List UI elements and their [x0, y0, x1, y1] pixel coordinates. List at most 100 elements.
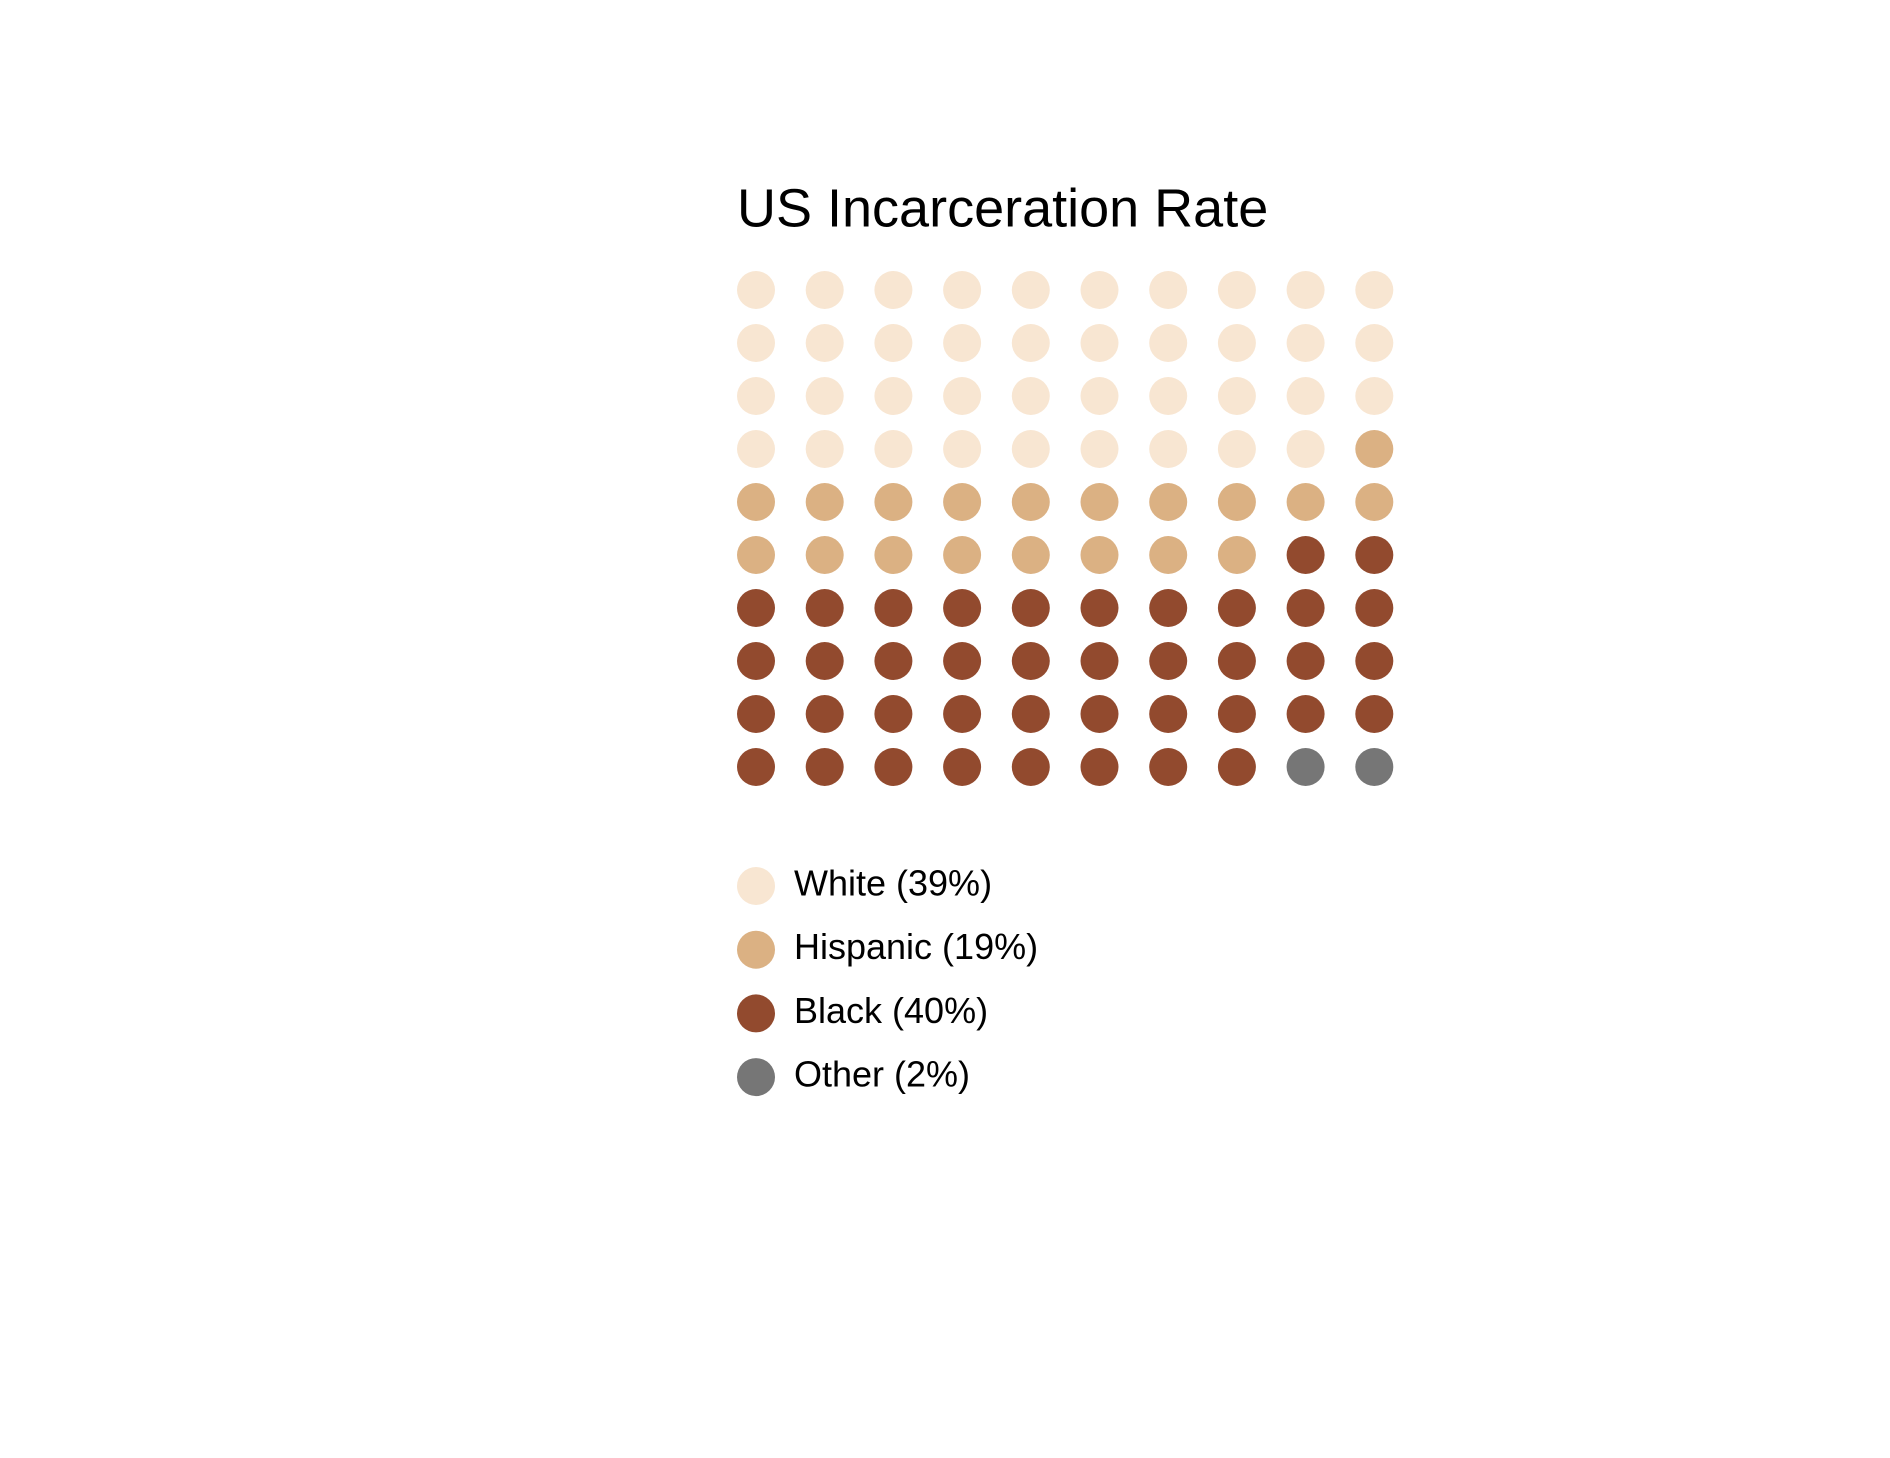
waffle-dot — [1011, 642, 1050, 680]
waffle-dot — [805, 695, 844, 733]
legend-label: Black (40%) — [794, 990, 988, 1031]
waffle-dot — [1286, 589, 1325, 627]
waffle-dot — [1355, 430, 1394, 468]
waffle-dot — [737, 377, 775, 415]
waffle-dot — [874, 695, 913, 733]
waffle-dot — [1149, 483, 1188, 521]
waffle-dot — [1149, 589, 1188, 627]
waffle-dot — [805, 748, 844, 786]
legend-label: Other (2%) — [794, 1054, 970, 1095]
waffle-dot — [1149, 377, 1188, 415]
waffle-dot — [737, 536, 775, 574]
waffle-dot — [943, 748, 982, 786]
legend-label: Hispanic (19%) — [794, 926, 1038, 967]
waffle-dot — [874, 324, 913, 362]
waffle-dot — [874, 377, 913, 415]
waffle-dot — [1149, 271, 1188, 309]
waffle-dot — [1149, 695, 1188, 733]
waffle-dot — [1217, 695, 1256, 733]
waffle-dot — [874, 589, 913, 627]
waffle-dot — [1355, 483, 1394, 521]
waffle-dot — [1080, 642, 1119, 680]
waffle-dot — [805, 377, 844, 415]
waffle-dot — [1080, 748, 1119, 786]
waffle-dot — [874, 536, 913, 574]
waffle-dot — [737, 483, 775, 521]
waffle-dot — [1286, 377, 1325, 415]
waffle-dot — [874, 748, 913, 786]
waffle-dot — [1080, 695, 1119, 733]
waffle-dot — [943, 483, 982, 521]
waffle-dot — [737, 589, 775, 627]
waffle-dot — [1149, 324, 1188, 362]
waffle-dot — [1080, 589, 1119, 627]
waffle-dot — [805, 271, 844, 309]
waffle-dot — [1355, 748, 1394, 786]
waffle-dot — [1286, 271, 1325, 309]
waffle-dot — [943, 377, 982, 415]
waffle-dot — [943, 430, 982, 468]
waffle-dot — [943, 695, 982, 733]
waffle-dot — [1011, 695, 1050, 733]
waffle-dot — [1217, 642, 1256, 680]
waffle-dot — [1286, 430, 1325, 468]
waffle-dot — [1355, 271, 1394, 309]
waffle-dot — [1011, 377, 1050, 415]
waffle-dot — [1355, 589, 1394, 627]
chart-title: US Incarceration Rate — [737, 178, 1268, 238]
waffle-dot — [805, 483, 844, 521]
legend-swatch — [737, 1058, 775, 1097]
waffle-dot — [1011, 536, 1050, 574]
waffle-dot — [805, 642, 844, 680]
waffle-dot — [1217, 430, 1256, 468]
waffle-dot — [1286, 695, 1325, 733]
waffle-dot — [1286, 642, 1325, 680]
waffle-dot — [1080, 324, 1119, 362]
waffle-dot — [1149, 430, 1188, 468]
waffle-dot — [1217, 271, 1256, 309]
waffle-dot — [1217, 324, 1256, 362]
waffle-dot — [1355, 377, 1394, 415]
waffle-dot — [1217, 377, 1256, 415]
waffle-dot — [1355, 324, 1394, 362]
waffle-dot — [1217, 589, 1256, 627]
waffle-dot — [1149, 642, 1188, 680]
waffle-dot — [1286, 324, 1325, 362]
waffle-dot — [1355, 536, 1394, 574]
waffle-dot — [943, 589, 982, 627]
waffle-dot — [737, 324, 775, 362]
waffle-dot — [943, 536, 982, 574]
waffle-dot — [737, 430, 775, 468]
waffle-dot — [805, 536, 844, 574]
waffle-dot — [943, 271, 982, 309]
waffle-dot — [1355, 642, 1394, 680]
waffle-dot — [1080, 430, 1119, 468]
waffle-dot — [737, 642, 775, 680]
waffle-dot — [1011, 589, 1050, 627]
waffle-dot — [1080, 536, 1119, 574]
legend-swatch — [737, 867, 775, 905]
waffle-dot — [1217, 536, 1256, 574]
waffle-dot — [1011, 483, 1050, 521]
waffle-dot — [1149, 536, 1188, 574]
waffle-dot — [1217, 748, 1256, 786]
waffle-dot — [874, 642, 913, 680]
waffle-dot — [805, 589, 844, 627]
waffle-dot — [1011, 748, 1050, 786]
waffle-dot — [1080, 483, 1119, 521]
waffle-dot — [737, 271, 775, 309]
legend-label: White (39%) — [794, 863, 992, 904]
legend-swatch — [737, 930, 775, 969]
waffle-dot — [1286, 483, 1325, 521]
waffle-dot — [1080, 271, 1119, 309]
legend-swatch — [737, 994, 775, 1033]
waffle-dot — [1080, 377, 1119, 415]
waffle-dot — [737, 695, 775, 733]
waffle-dot — [1149, 748, 1188, 786]
waffle-dot — [805, 324, 844, 362]
waffle-dot — [1286, 536, 1325, 574]
waffle-dot — [943, 324, 982, 362]
waffle-dot — [874, 483, 913, 521]
waffle-dot — [737, 748, 775, 786]
